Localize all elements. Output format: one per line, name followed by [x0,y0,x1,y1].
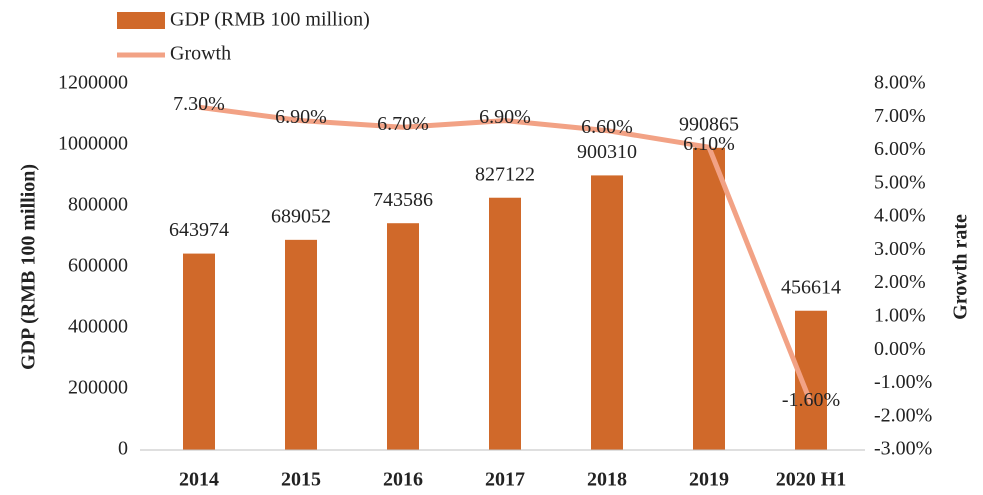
y2-axis-title: Growth rate [950,214,972,320]
y2-tick-label: 3.00% [874,238,926,260]
y2-tick-label: 6.00% [874,138,926,160]
y2-tick-label: -3.00% [874,438,932,460]
y-tick-label: 1000000 [58,133,128,155]
y2-tick-label: 5.00% [874,171,926,193]
y2-tick-label: 7.00% [874,105,926,127]
bar-value-label: 456614 [781,276,841,298]
y2-tick-label: -1.00% [874,371,932,393]
y-tick-label: 1200000 [58,72,128,94]
y-tick-label: 600000 [68,255,128,277]
bar [489,197,521,450]
x-tick-label: 2018 [587,469,627,491]
x-tick-label: 2015 [281,469,321,491]
y-tick-label: 800000 [68,194,128,216]
bar [693,147,725,450]
y2-tick-label: -2.00% [874,404,932,426]
bar [183,253,215,450]
x-tick-label: 2017 [485,469,525,491]
bar-value-label: 643974 [169,219,229,241]
line-value-label: 6.70% [377,113,429,135]
line-value-label: 6.90% [479,106,531,128]
y2-tick-label: 1.00% [874,305,926,327]
line-value-label: 6.90% [275,106,327,128]
line-value-label: 7.30% [173,93,225,115]
x-tick-label: 2014 [179,469,219,491]
y-tick-label: 200000 [68,377,128,399]
bar-value-label: 990865 [679,113,739,135]
bar [387,223,419,450]
y2-tick-label: 4.00% [874,205,926,227]
y-tick-label: 400000 [68,316,128,338]
line-value-label: 6.60% [581,116,633,138]
line-value-label: 6.10% [683,133,735,155]
bar-value-label: 827122 [475,163,535,185]
bar [591,175,623,450]
line-value-label: -1.60% [782,389,840,411]
y2-tick-label: 2.00% [874,271,926,293]
bar-value-label: 900310 [577,141,637,163]
growth-line [198,104,814,405]
bar-value-label: 743586 [373,189,433,211]
bar [285,239,317,450]
y-axis-title: GDP (RMB 100 million) [18,164,40,370]
x-tick-label: 2020 H1 [776,469,847,491]
y2-tick-label: 0.00% [874,338,926,360]
legend-label: GDP (RMB 100 million) [170,9,370,31]
legend-swatch [117,12,165,29]
y2-tick-label: 8.00% [874,72,926,94]
x-tick-label: 2019 [689,469,729,491]
y-tick-label: 0 [118,438,128,460]
x-tick-label: 2016 [383,469,423,491]
legend-label: Growth [170,43,231,65]
bar-value-label: 689052 [271,205,331,227]
